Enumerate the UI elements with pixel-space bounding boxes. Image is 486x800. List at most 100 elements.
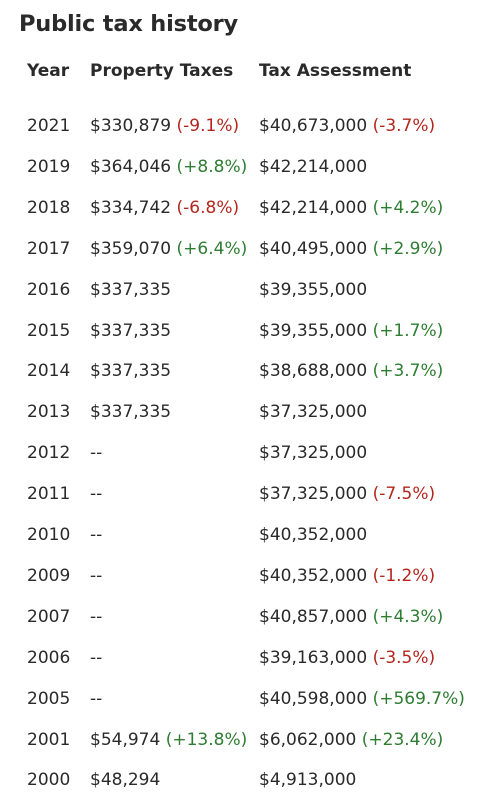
property-tax-change: (+13.8%)	[165, 729, 248, 750]
table-row: 2010 -- $40,352,000	[0, 523, 486, 547]
year-cell: 2019	[27, 156, 71, 177]
year-cell: 2011	[27, 484, 71, 505]
year-cell: 2021	[27, 116, 71, 136]
tax-assessment-cell: $40,495,000 (+2.9%)	[259, 237, 443, 261]
property-tax-cell: --	[90, 564, 102, 588]
tax-assessment-cell: $4,913,000	[259, 768, 356, 792]
property-tax-change: (+8.8%)	[176, 156, 248, 177]
tax-assessment-change: (-1.2%)	[372, 565, 436, 586]
tax-assessment-value: $40,857,000	[259, 606, 368, 627]
table-row: 2012 -- $37,325,000	[0, 441, 486, 465]
table-row: 2018 $334,742 (-6.8%) $42,214,000 (+4.2%)	[0, 196, 486, 220]
property-tax-change: (-6.8%)	[176, 197, 240, 218]
tax-assessment-cell: $42,214,000 (+4.2%)	[259, 196, 443, 220]
year-cell: 2013	[27, 402, 71, 423]
property-tax-change: (-9.1%)	[176, 116, 240, 136]
table-row: 2011 -- $37,325,000 (-7.5%)	[0, 482, 486, 506]
property-tax-change: (+6.4%)	[176, 238, 248, 259]
table-row: 2000 $48,294 $4,913,000	[0, 768, 486, 792]
property-tax-value: --	[90, 565, 103, 586]
table-row: 2017 $359,070 (+6.4%) $40,495,000 (+2.9%)	[0, 237, 486, 261]
table-row: 2014 $337,335 $38,688,000 (+3.7%)	[0, 359, 486, 383]
property-tax-cell: $337,335	[90, 359, 171, 383]
tax-assessment-change: (+4.3%)	[372, 606, 444, 627]
property-tax-value: --	[90, 606, 103, 627]
table-row: 2013 $337,335 $37,325,000	[0, 400, 486, 424]
tax-assessment-cell: $40,673,000 (-3.7%)	[259, 114, 435, 138]
property-tax-value: $334,742	[90, 197, 172, 218]
tax-assessment-value: $4,913,000	[259, 770, 357, 791]
property-tax-value: $48,294	[90, 770, 161, 791]
section-title: Public tax history	[19, 11, 238, 37]
tax-assessment-cell: $6,062,000 (+23.4%)	[259, 728, 443, 752]
property-tax-value: $337,335	[90, 320, 172, 341]
property-tax-cell: --	[90, 441, 102, 465]
tax-assessment-value: $42,214,000	[259, 197, 368, 218]
tax-assessment-value: $38,688,000	[259, 361, 368, 382]
year-cell: 2009	[27, 565, 71, 586]
property-tax-value: $54,974	[90, 729, 161, 750]
property-tax-cell: --	[90, 523, 102, 547]
tax-assessment-change: (+4.2%)	[372, 197, 444, 218]
year-cell: 2007	[27, 606, 71, 627]
tax-assessment-change: (-3.5%)	[372, 647, 436, 668]
tax-assessment-value: $39,355,000	[259, 279, 368, 300]
header-tax-assessment: Tax Assessment	[259, 61, 412, 81]
property-tax-value: --	[90, 443, 103, 464]
property-tax-cell: $330,879 (-9.1%)	[90, 114, 239, 138]
property-tax-value: --	[90, 688, 103, 709]
property-tax-cell: --	[90, 605, 102, 629]
year-cell: 2006	[27, 647, 71, 668]
tax-assessment-value: $37,325,000	[259, 484, 368, 505]
tax-assessment-cell: $40,352,000	[259, 523, 367, 547]
tax-assessment-change: (+3.7%)	[372, 361, 444, 382]
property-tax-cell: $337,335	[90, 319, 171, 343]
tax-assessment-value: $40,352,000	[259, 525, 368, 545]
tax-assessment-cell: $37,325,000 (-7.5%)	[259, 482, 435, 506]
property-tax-cell: $337,335	[90, 278, 171, 302]
property-tax-value: --	[90, 647, 103, 668]
year-cell: 2001	[27, 729, 71, 750]
tax-assessment-value: $42,214,000	[259, 156, 368, 177]
tax-assessment-cell: $42,214,000	[259, 155, 367, 179]
year-cell: 2017	[27, 238, 71, 259]
year-cell: 2018	[27, 197, 71, 218]
table-row: 2015 $337,335 $39,355,000 (+1.7%)	[0, 319, 486, 343]
year-cell: 2010	[27, 525, 71, 545]
property-tax-value: $364,046	[90, 156, 172, 177]
table-row: 2016 $337,335 $39,355,000	[0, 278, 486, 302]
tax-assessment-change: (+1.7%)	[372, 320, 444, 341]
tax-assessment-change: (+2.9%)	[372, 238, 444, 259]
property-tax-cell: --	[90, 482, 102, 506]
tax-assessment-value: $37,325,000	[259, 443, 368, 464]
property-tax-value: --	[90, 525, 103, 545]
property-tax-value: $337,335	[90, 279, 172, 300]
property-tax-value: --	[90, 484, 103, 505]
property-tax-cell: --	[90, 646, 102, 670]
tax-assessment-change: (-7.5%)	[372, 484, 436, 505]
tax-assessment-cell: $40,857,000 (+4.3%)	[259, 605, 443, 629]
table-row: 2019 $364,046 (+8.8%) $42,214,000	[0, 155, 486, 179]
tax-assessment-value: $40,598,000	[259, 688, 368, 709]
property-tax-cell: $364,046 (+8.8%)	[90, 155, 247, 179]
property-tax-cell: $337,335	[90, 400, 171, 424]
header-property-taxes: Property Taxes	[90, 61, 234, 81]
property-tax-value: $337,335	[90, 402, 172, 423]
tax-assessment-value: $39,163,000	[259, 647, 368, 668]
tax-assessment-value: $37,325,000	[259, 402, 368, 423]
tax-assessment-change: (+569.7%)	[372, 688, 465, 709]
property-tax-cell: $334,742 (-6.8%)	[90, 196, 239, 220]
tax-assessment-cell: $39,163,000 (-3.5%)	[259, 646, 435, 670]
table-row: 2006 -- $39,163,000 (-3.5%)	[0, 646, 486, 670]
table-row: 2021 $330,879 (-9.1%) $40,673,000 (-3.7%)	[0, 114, 486, 138]
tax-assessment-cell: $38,688,000 (+3.7%)	[259, 359, 443, 383]
tax-assessment-cell: $39,355,000 (+1.7%)	[259, 319, 443, 343]
property-tax-cell: $48,294	[90, 768, 160, 792]
property-tax-value: $337,335	[90, 361, 172, 382]
tax-assessment-cell: $37,325,000	[259, 441, 367, 465]
property-tax-cell: --	[90, 687, 102, 711]
year-cell: 2015	[27, 320, 71, 341]
tax-assessment-cell: $40,352,000 (-1.2%)	[259, 564, 435, 588]
tax-assessment-value: $6,062,000	[259, 729, 357, 750]
